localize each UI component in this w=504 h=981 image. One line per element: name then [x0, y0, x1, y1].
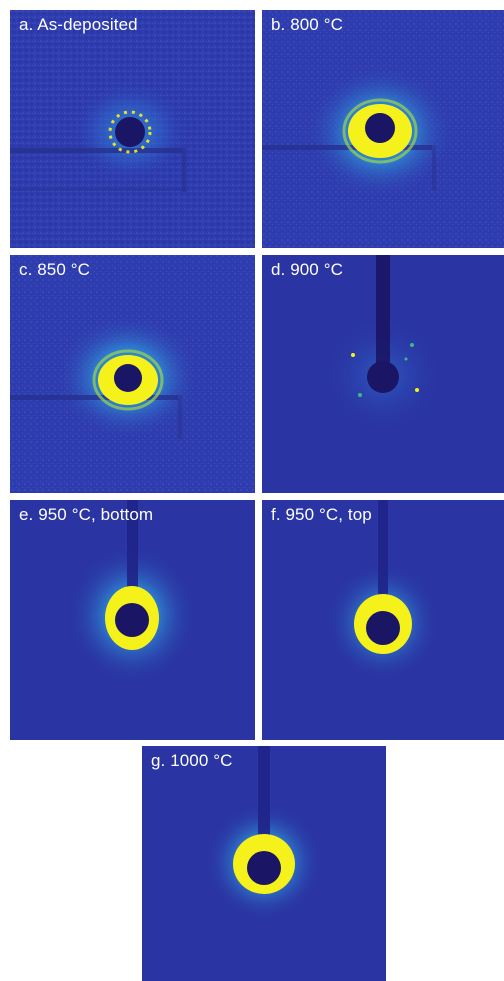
panel-label-e: e. 950 °C, bottom [19, 505, 154, 524]
detector-gap-stripe [262, 145, 432, 150]
beamstop [115, 603, 149, 637]
panel-label-a: a. As-deposited [19, 15, 138, 34]
scattering-image-c [10, 255, 255, 493]
detector-gap-stripe [10, 395, 178, 400]
saxs-pattern-panel-f: f. 950 °C, top [262, 500, 504, 740]
beamstop-arm [376, 255, 390, 367]
scattering-image-e [10, 500, 255, 740]
beamstop-arm [378, 500, 388, 610]
scattering-image-f [262, 500, 504, 740]
saxs-pattern-panel-c: c. 850 °C [10, 255, 255, 493]
saxs-pattern-panel-b: b. 800 °C [262, 10, 504, 248]
panel-label-b: b. 800 °C [271, 15, 343, 34]
panel-label-c: c. 850 °C [19, 260, 91, 279]
scattering-image-b [262, 10, 504, 248]
scattering-image-a [10, 10, 255, 248]
beamstop-arm [127, 500, 138, 604]
saxs-pattern-panel-e: e. 950 °C, bottom [10, 500, 255, 740]
detector-gap-stripe [10, 148, 182, 153]
beamstop-arm [258, 746, 270, 850]
panel-label-f: f. 950 °C, top [271, 505, 372, 524]
scattering-image-g [142, 746, 386, 981]
beamstop [365, 113, 395, 143]
beamstop [115, 117, 145, 147]
beamstop [366, 611, 400, 645]
beamstop [247, 851, 281, 885]
scattering-image-d [262, 255, 504, 493]
saxs-pattern-panel-g: g. 1000 °C [142, 746, 386, 981]
saxs-pattern-panel-d: d. 900 °C [262, 255, 504, 493]
beamstop [367, 361, 399, 393]
saxs-pattern-panel-a: a. As-deposited [10, 10, 255, 248]
beamstop [114, 364, 142, 392]
diffraction-ring [108, 110, 152, 154]
panel-label-d: d. 900 °C [271, 260, 343, 279]
panel-label-g: g. 1000 °C [151, 751, 233, 770]
